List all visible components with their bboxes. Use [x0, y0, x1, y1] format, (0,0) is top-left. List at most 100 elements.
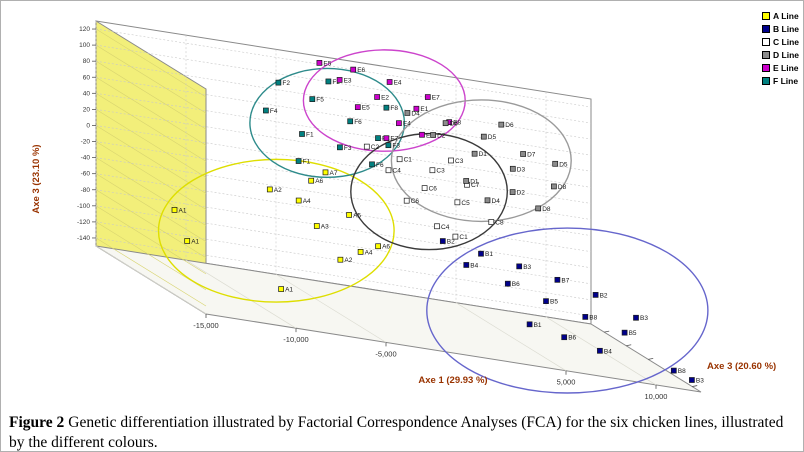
- scatter-point: [369, 161, 375, 168]
- point-label: A3: [321, 224, 329, 231]
- point-label: A4: [303, 198, 311, 205]
- point-label: D5: [559, 161, 568, 168]
- y-tick-label: -140: [77, 235, 90, 242]
- point-label: D6: [505, 122, 514, 129]
- legend-label: F Line: [773, 76, 799, 86]
- scatter-point: [386, 79, 393, 85]
- axis-ticks: 120 100 80 60 40 20 0 -20 -40 -60 -80 -100 -120 -140 -…: [77, 26, 698, 401]
- scatter-point: [621, 329, 628, 336]
- point-label: F4: [270, 108, 278, 115]
- scatter-point: [597, 347, 603, 354]
- point-label: C7: [471, 182, 480, 189]
- scatter-point: [498, 121, 505, 128]
- scatter-point: [336, 77, 343, 83]
- legend-swatch: [762, 64, 771, 72]
- point-label: B6: [568, 335, 576, 342]
- scatter-point: [448, 157, 454, 164]
- scatter-point: [322, 169, 329, 176]
- point-label: D5: [488, 134, 497, 141]
- scatter-point: [404, 110, 411, 116]
- point-label: C3: [455, 158, 464, 165]
- scatter-point: [535, 205, 542, 212]
- y-tick-label: 0: [86, 122, 90, 129]
- y-tick-label: 80: [83, 58, 91, 65]
- y-tick-label: 40: [83, 90, 91, 97]
- scatter-point: [396, 120, 402, 127]
- cluster-ellipse: [157, 158, 395, 303]
- point-label: B2: [447, 239, 455, 246]
- y-tick-label: -60: [81, 171, 91, 178]
- y-axis-title: Axe 3 (23.10 %): [31, 144, 42, 213]
- legend-item: C Line: [762, 37, 799, 47]
- scatter-point: [592, 292, 599, 298]
- legend-label: A Line: [773, 11, 799, 21]
- legend-item: A Line: [762, 11, 799, 21]
- point-label: D2: [517, 190, 526, 197]
- scatter-point: [463, 262, 470, 268]
- x-tick-label: 10,000: [645, 392, 668, 401]
- point-label: C4: [393, 168, 402, 175]
- point-label: E7: [432, 95, 440, 102]
- y-tick-label: -20: [81, 139, 91, 146]
- point-label: D1: [470, 178, 479, 185]
- scatter-point: [488, 219, 495, 225]
- x-tick-label: -10,000: [283, 335, 308, 344]
- point-label: A6: [315, 178, 323, 185]
- point-label: C6: [429, 186, 438, 193]
- legend-swatch: [762, 51, 771, 59]
- point-label: C1: [404, 157, 413, 164]
- point-label: B6: [512, 281, 520, 288]
- scatter-point: [275, 79, 282, 86]
- scatter-point: [463, 178, 470, 184]
- scatter-point: [509, 165, 516, 172]
- scatter-point: [484, 197, 491, 204]
- point-label: E4: [394, 79, 402, 86]
- scatter-point: [263, 107, 269, 114]
- point-label: E1: [420, 106, 428, 113]
- point-label: E3: [344, 77, 352, 84]
- scatter-point: [552, 160, 559, 167]
- point-label: B2: [600, 292, 608, 299]
- point-label: F2: [332, 79, 340, 86]
- point-label: F8: [390, 105, 398, 112]
- figure-caption-label: Figure 2: [9, 414, 65, 431]
- point-label: D7: [527, 152, 536, 159]
- point-label: B1: [534, 322, 542, 329]
- point-label: C6: [411, 198, 420, 205]
- scatter-point: [430, 132, 436, 138]
- scatter-point: [442, 120, 449, 127]
- scatter-point: [375, 135, 381, 141]
- legend-swatch: [762, 12, 771, 20]
- point-label: B3: [696, 377, 704, 384]
- point-label: E7: [390, 136, 398, 143]
- scatter-point: [337, 256, 344, 263]
- scatter-point: [424, 94, 431, 100]
- scatter-point: [434, 223, 440, 230]
- scatter-point: [480, 133, 487, 140]
- legend-label: E Line: [773, 63, 799, 73]
- cluster-ellipses: [157, 49, 709, 394]
- y-tick-label: -100: [77, 203, 90, 210]
- y-tick-label: -40: [81, 155, 91, 162]
- scatter-point: [421, 185, 428, 191]
- point-label: E2: [426, 132, 434, 139]
- legend-swatch: [762, 38, 771, 46]
- cluster-ellipse: [426, 227, 709, 394]
- legend-label: C Line: [773, 37, 799, 47]
- scatter-point: [375, 243, 381, 250]
- x-axis-title: Axe 1 (29.93 %): [418, 375, 487, 386]
- scatter-point: [439, 238, 446, 244]
- point-label: B8: [589, 314, 597, 321]
- y-tick-label: 60: [83, 74, 91, 81]
- point-label: A6: [382, 244, 390, 251]
- scatter-point: [295, 197, 302, 204]
- point-label: A7: [330, 170, 338, 177]
- series-b-line: B2 B4 B1 B6 B3 B5 B7 B8 B2 B5 B3 B1 B6 B4 B8 B3: [439, 238, 704, 384]
- point-label: E5: [362, 105, 370, 112]
- point-label: A1: [179, 207, 187, 214]
- figure-caption: Figure 2 Genetic differentiation illustra…: [1, 407, 803, 451]
- point-label: E2: [381, 95, 389, 102]
- cluster-ellipse: [350, 132, 508, 251]
- scatter-point: [385, 167, 392, 174]
